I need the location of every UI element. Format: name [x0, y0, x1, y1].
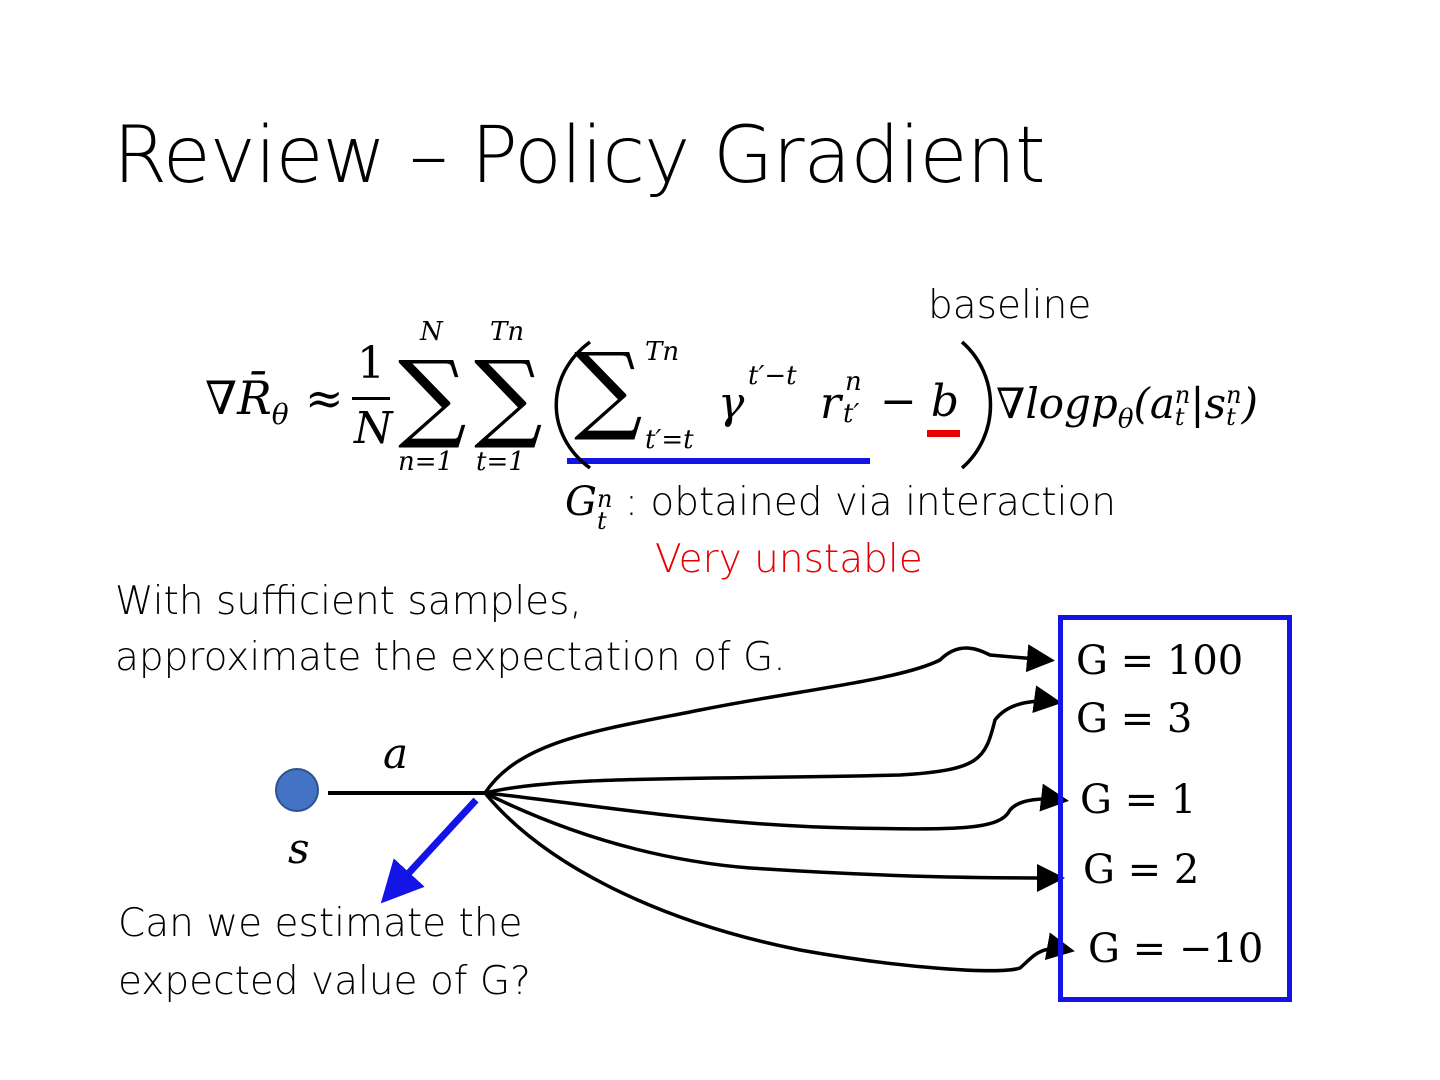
left-paren [554, 340, 592, 470]
formula-frac-num: 1 [357, 338, 385, 389]
a-sup: n [1174, 381, 1191, 410]
g-sub: t [596, 506, 607, 535]
outcome-g-neg10: G = −10 [1088, 926, 1264, 972]
formula-approx: ≈ [305, 371, 344, 425]
gamma-exponent: t′−t [748, 361, 797, 391]
state-label: s [288, 824, 310, 873]
reward-sup: n [845, 367, 862, 397]
question-line-2: expected value of G? [118, 959, 531, 1004]
formula-lhs: ∇R̄θ [205, 372, 289, 431]
blue-question-arrow [380, 797, 479, 904]
outcomes-box [1058, 615, 1292, 1002]
sum1-sigma: ∑ [398, 340, 467, 452]
inner-sum-sigma: ∑ [574, 332, 643, 444]
trajectory-g100 [483, 644, 1055, 794]
args-s: |s [1190, 379, 1227, 428]
s-sub: t [1226, 403, 1236, 431]
trajectory-g2 [484, 791, 1065, 892]
fraction-bar [352, 397, 390, 400]
args-a: (a [1133, 379, 1175, 428]
outcome-g1: G = 1 [1080, 777, 1197, 823]
g-description: : obtained via interaction [612, 480, 1116, 525]
sum1-upper: N [420, 317, 443, 347]
outcome-g3: G = 3 [1076, 696, 1193, 742]
baseline-red-mark [927, 430, 960, 437]
grad-log-prob: ∇logpθ(a n t |s n t) [996, 379, 1258, 435]
action-label: a [383, 729, 409, 778]
trajectory-g1 [484, 783, 1069, 831]
args-close: ) [1241, 379, 1258, 428]
formula-frac-den: N [354, 403, 393, 454]
reward: r [820, 378, 842, 429]
sum2-sigma: ∑ [474, 340, 543, 452]
outcome-g100: G = 100 [1076, 638, 1244, 684]
grad-sub: θ [1117, 404, 1134, 435]
sum1-lower: n=1 [398, 447, 454, 477]
right-paren [960, 340, 993, 470]
gamma: γ [718, 378, 745, 429]
formula-lhs-sub: θ [271, 398, 289, 432]
state-node [275, 768, 319, 812]
s-sup: n [1226, 381, 1242, 410]
return-blue-underline [567, 458, 870, 464]
formula-lhs-symbol: ∇R̄ [205, 371, 272, 425]
reward-sub: t′ [843, 399, 860, 429]
a-sub: t [1174, 403, 1185, 431]
minus-baseline: − b [880, 376, 960, 427]
slide-title: Review – Policy Gradient [113, 111, 1046, 201]
sum2-lower: t=1 [476, 447, 525, 477]
g-symbol: G [565, 479, 597, 525]
sum2-upper: Tn [490, 317, 525, 347]
trajectory-g3 [484, 685, 1062, 795]
trajectory-g-neg10 [483, 791, 1075, 973]
question-line-1: Can we estimate the [118, 901, 523, 946]
inner-sum-lower: t′=t [645, 425, 694, 455]
outcome-g2: G = 2 [1083, 847, 1200, 893]
sufficient-line-1: With sufficient samples, [115, 579, 582, 624]
sufficient-line-2: approximate the expectation of G. [115, 635, 786, 680]
inner-sum-upper: Tn [645, 337, 680, 367]
grad-log: ∇logp [996, 379, 1118, 428]
baseline-label: baseline [928, 283, 1092, 328]
g-sup: n [596, 485, 613, 514]
very-unstable-label: Very unstable [655, 537, 923, 582]
